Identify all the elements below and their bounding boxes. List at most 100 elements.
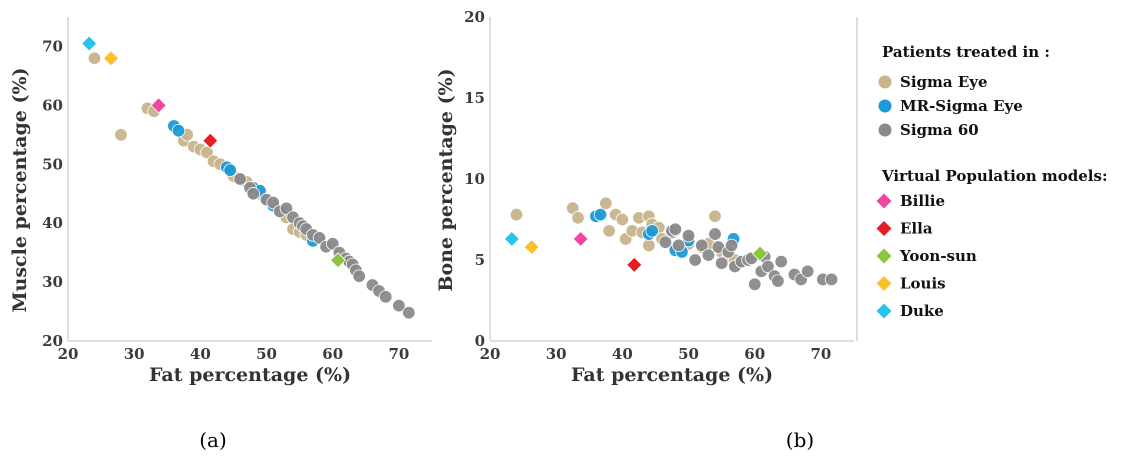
data-point-diamond <box>626 256 643 273</box>
data-point <box>615 212 630 227</box>
data-point <box>602 224 616 238</box>
data-point <box>402 306 416 320</box>
data-point <box>658 235 673 249</box>
legend-label: Sigma 60 <box>900 121 979 139</box>
data-point <box>378 290 393 304</box>
data-point-diamond <box>523 238 540 256</box>
data-point <box>824 272 839 287</box>
legend-swatch-circle <box>878 99 892 113</box>
legend-label: Louis <box>900 275 946 293</box>
data-point <box>352 269 366 283</box>
y-tick-label: 10 <box>464 170 485 188</box>
x-tick-label: 40 <box>190 345 211 363</box>
series-billie <box>150 97 167 114</box>
data-point <box>695 238 709 253</box>
series-sigma-60 <box>658 222 839 292</box>
legend-swatch-circle <box>878 123 892 137</box>
data-point-diamond <box>572 230 589 248</box>
y-tick-label: 15 <box>464 89 485 107</box>
data-point <box>114 128 128 142</box>
series-ella <box>202 132 219 149</box>
x-tick-label: 40 <box>612 345 633 363</box>
legend-label: Yoon-sun <box>899 247 977 265</box>
data-point-diamond <box>202 132 219 149</box>
data-point <box>708 227 722 241</box>
data-point <box>392 298 406 313</box>
data-point <box>171 123 186 138</box>
y-tick-label: 5 <box>475 251 485 269</box>
data-point <box>771 274 785 288</box>
y-tick-label: 70 <box>42 37 63 55</box>
data-point <box>681 228 696 243</box>
x-tick-label: 20 <box>480 345 501 363</box>
data-point <box>714 256 729 270</box>
data-point <box>571 211 585 225</box>
legend-title-patients: Patients treated in : <box>882 43 1050 61</box>
series-louis <box>102 50 120 67</box>
data-point <box>233 172 247 186</box>
y-tick-label: 20 <box>464 8 485 26</box>
y-axis-label: Muscle percentage (%) <box>9 68 31 313</box>
x-tick-label: 60 <box>322 345 343 363</box>
data-point <box>668 222 683 236</box>
data-point <box>87 51 102 65</box>
legend-swatch-diamond <box>876 276 892 291</box>
data-point <box>688 253 702 267</box>
data-point <box>642 238 656 253</box>
legend: Patients treated in : Sigma Eye MR-Sigma E… <box>856 17 1108 341</box>
y-tick-label: 20 <box>42 332 63 350</box>
y-tick-label: 40 <box>42 214 63 232</box>
data-point-diamond <box>503 230 520 248</box>
legend-label: Duke <box>900 302 944 320</box>
data-point-diamond <box>751 245 769 262</box>
x-tick-label: 30 <box>124 345 145 363</box>
series-yoon-sun <box>329 252 347 269</box>
x-tick-label: 50 <box>678 345 699 363</box>
y-tick-label: 60 <box>42 96 63 114</box>
x-tick-label: 70 <box>388 345 409 363</box>
data-point <box>774 254 788 269</box>
data-point <box>223 163 237 177</box>
legend-label: Sigma Eye <box>900 73 988 91</box>
legend-swatch-diamond <box>876 193 892 209</box>
panel-b-bone-vs-fat: 20 30 40 50 60 70 0 5 10 15 20 Fat percentage (%) Bo… <box>435 8 854 386</box>
data-point <box>671 238 686 253</box>
data-point <box>708 209 722 223</box>
data-point <box>599 196 613 211</box>
legend-title-virtual-population: Virtual Population models: <box>881 167 1108 185</box>
panel-a-muscle-vs-fat: 20 30 40 50 60 70 20 30 40 50 60 70 Fat percentage (… <box>9 17 432 386</box>
x-tick-label: 60 <box>744 345 765 363</box>
legend-swatch-diamond <box>876 248 892 264</box>
x-axis-label: Fat percentage (%) <box>149 364 351 386</box>
data-point <box>645 224 659 238</box>
caption-b: (b) <box>786 428 814 452</box>
series-duke <box>81 35 98 52</box>
data-point-diamond <box>150 97 167 114</box>
data-point <box>509 207 524 222</box>
series-ella <box>626 256 643 273</box>
data-point <box>593 207 608 222</box>
legend-label: Billie <box>900 192 945 210</box>
legend-swatch-circle <box>878 75 892 89</box>
series-billie <box>572 230 589 248</box>
legend-label: Ella <box>900 220 933 238</box>
caption-a: (a) <box>199 428 227 452</box>
legend-swatch-diamond <box>876 221 892 236</box>
x-tick-label: 70 <box>810 345 831 363</box>
legend-label: MR-Sigma Eye <box>900 97 1023 115</box>
x-axis-label: Fat percentage (%) <box>571 364 773 386</box>
data-point-diamond <box>81 35 98 52</box>
legend-swatch-diamond <box>876 303 892 319</box>
series-sigma-60 <box>233 172 416 320</box>
data-point <box>748 277 762 292</box>
data-point <box>701 248 716 262</box>
y-tick-label: 30 <box>42 273 63 291</box>
data-point <box>800 264 815 279</box>
y-axis-label: Bone percentage (%) <box>435 68 457 291</box>
data-point <box>724 238 739 253</box>
data-point <box>761 259 775 274</box>
y-tick-label: 50 <box>42 155 63 173</box>
series-duke <box>503 230 520 248</box>
data-point-diamond <box>329 252 347 269</box>
